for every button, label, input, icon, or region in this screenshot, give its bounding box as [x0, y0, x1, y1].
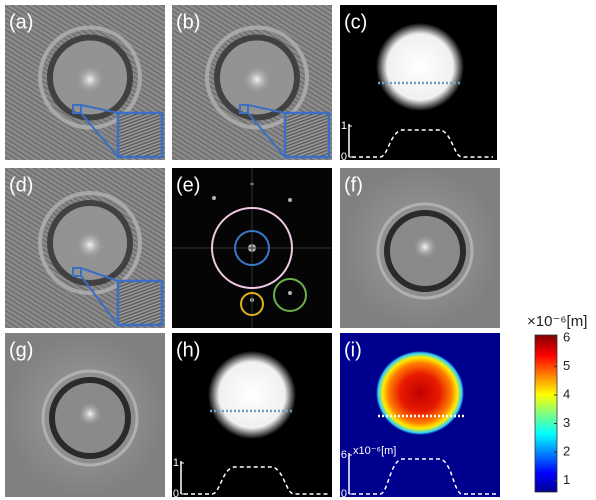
panel-label: (b): [176, 11, 200, 33]
panel: (c) 0 1: [340, 5, 497, 163]
profile-tick-label: 6: [341, 449, 347, 461]
profile-unit: x10⁻⁶[m]: [353, 445, 396, 457]
spectrum-peak: [212, 196, 216, 200]
colorbar-tick-label: 6: [563, 329, 570, 344]
colorbar-tick-label: 5: [563, 358, 570, 373]
zoom-inset: [118, 281, 162, 325]
panel-label: (h): [176, 339, 200, 361]
nucleus: [78, 402, 102, 426]
panel: (i) 0 6 x10⁻⁶[m]: [340, 333, 500, 500]
panel-label: (f): [344, 174, 363, 196]
panel-label: (i): [344, 339, 362, 361]
spectrum-peak: [288, 291, 292, 295]
panel: (b): [172, 5, 332, 160]
profile-tick-label: 0: [341, 488, 347, 500]
colorbar-tick-label: 1: [563, 472, 570, 487]
panel: (h) 0 1: [172, 333, 332, 500]
colorbar-tick-label: 4: [563, 386, 570, 401]
zoom-inset: [118, 113, 162, 157]
nucleus: [413, 235, 437, 259]
colorbar-label: ×10⁻⁶[m]: [527, 313, 587, 330]
panel-label: (c): [344, 11, 367, 33]
zoom-inset: [285, 113, 329, 157]
colorbar-tick-label: 2: [563, 443, 570, 458]
profile-tick-label: 1: [341, 120, 347, 132]
nucleus: [243, 66, 271, 94]
profile-tick-label: 0: [173, 488, 179, 500]
panel: (f): [340, 168, 500, 328]
phase-blob: [376, 23, 464, 111]
panel: (d): [5, 168, 165, 328]
height-map: [376, 351, 464, 435]
colorbar: [535, 335, 557, 492]
nucleus: [76, 231, 104, 259]
page: { "panels": [ {"label": "(a)"}, {"label"…: [0, 0, 596, 500]
spectrum-peak: [288, 198, 292, 202]
profile-tick-label: 0: [341, 151, 347, 163]
phase-blob: [208, 351, 296, 439]
nucleus: [76, 66, 104, 94]
panel: (a): [5, 5, 165, 160]
panel: (g): [5, 333, 165, 497]
panel: (e): [172, 168, 332, 328]
panel-label: (d): [9, 174, 33, 196]
panel-label: (g): [9, 339, 33, 361]
profile-tick-label: 1: [173, 457, 179, 469]
panel-label: (e): [176, 174, 200, 196]
figure: (a) (b) (c) 0 1 (d) (e) (f) (g) (h) 0 1 (i) 0 6 x10⁻⁶[m…: [0, 0, 596, 500]
panel-label: (a): [9, 11, 33, 33]
colorbar-tick-label: 3: [563, 415, 570, 430]
